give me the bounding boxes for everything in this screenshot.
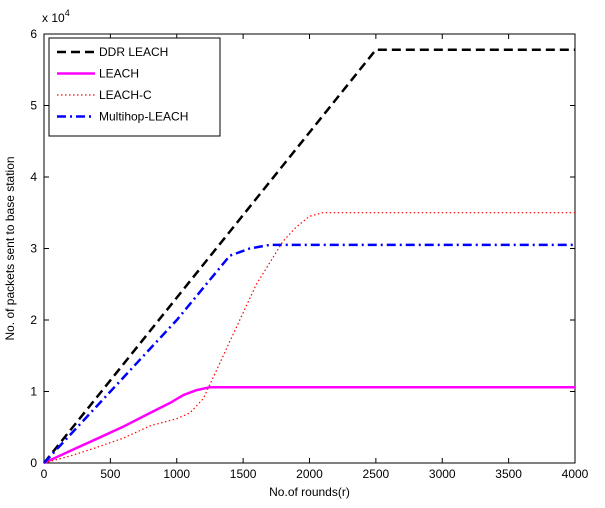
series-line-2 [43,385,575,465]
x-tick-label: 1500 [230,467,257,481]
legend-box [48,37,221,137]
y-tick-label: 6 [30,27,37,41]
y-axis-label: No. of packets sent to base station [3,156,17,340]
x-tick-label: 500 [100,467,120,481]
y-axis-multiplier-base: x 10 [42,11,65,25]
y-tick-label: 2 [30,313,37,327]
legend-entry-4: Multihop-LEACH [99,110,188,124]
y-tick-label: 5 [30,99,37,113]
x-tick-label: 1000 [163,467,190,481]
x-tick-label: 4000 [562,467,589,481]
y-tick-label: 4 [30,170,37,184]
x-axis-label: No.of rounds(r) [269,485,350,499]
x-tick-label: 2500 [363,467,390,481]
y-tick-label: 1 [30,385,37,399]
series-line-4 [43,243,575,464]
legend-entry-2: LEACH [99,67,139,81]
x-tick-label: 3500 [495,467,522,481]
series-layer [43,48,575,465]
x-tick-label: 0 [41,467,48,481]
legend: DDR LEACH LEACH LEACH-C Multihop-LEACH [48,37,221,137]
legend-entry-1: DDR LEACH [99,45,168,59]
y-tick-label: 0 [30,456,37,470]
series-line-3 [43,212,575,464]
series-line-1 [43,48,575,464]
legend-entry-3: LEACH-C [99,88,152,102]
x-tick-label: 2000 [296,467,323,481]
y-tick-label: 3 [30,242,37,256]
x-tick-label: 3000 [429,467,456,481]
y-axis-multiplier: x 104 [42,8,70,25]
y-axis-multiplier-exponent: 4 [65,8,70,18]
ticks-group: 0 500 1000 1500 2000 2500 3000 3500 4000 0 1 2 3 4 5 6 [30,27,588,481]
